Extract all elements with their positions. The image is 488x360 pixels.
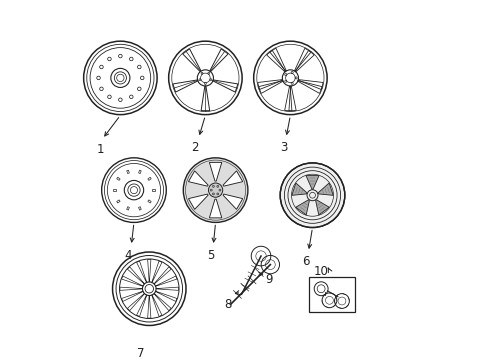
Polygon shape: [305, 176, 318, 189]
Text: 3: 3: [279, 141, 287, 154]
Text: 10: 10: [313, 265, 328, 278]
Circle shape: [210, 189, 212, 191]
Text: 5: 5: [206, 249, 214, 262]
Polygon shape: [291, 183, 306, 195]
Circle shape: [208, 183, 222, 197]
Polygon shape: [209, 162, 222, 181]
Text: 9: 9: [264, 274, 272, 287]
Circle shape: [212, 193, 214, 195]
Bar: [113, 189, 116, 191]
Bar: [308, 277, 355, 312]
Text: 4: 4: [124, 249, 132, 262]
Polygon shape: [315, 200, 328, 215]
Text: 1: 1: [96, 143, 103, 156]
Bar: [138, 207, 141, 210]
Text: 2: 2: [191, 141, 199, 154]
Circle shape: [216, 185, 218, 187]
Circle shape: [183, 158, 247, 222]
Polygon shape: [295, 200, 309, 215]
Text: 7: 7: [137, 347, 144, 360]
Bar: [151, 189, 154, 191]
Polygon shape: [318, 183, 332, 195]
Bar: [147, 200, 151, 203]
Bar: [117, 177, 120, 180]
Bar: [117, 200, 120, 203]
Bar: [138, 170, 141, 174]
Polygon shape: [223, 194, 242, 210]
Text: 6: 6: [302, 255, 309, 268]
Bar: [126, 170, 129, 174]
Circle shape: [212, 185, 214, 187]
Bar: [126, 207, 129, 210]
Text: 8: 8: [224, 298, 231, 311]
Polygon shape: [209, 199, 222, 218]
Polygon shape: [188, 194, 208, 210]
Polygon shape: [223, 171, 242, 186]
Polygon shape: [188, 171, 208, 186]
Circle shape: [216, 193, 218, 195]
Circle shape: [280, 163, 344, 228]
Bar: [147, 177, 151, 180]
Circle shape: [219, 189, 221, 191]
